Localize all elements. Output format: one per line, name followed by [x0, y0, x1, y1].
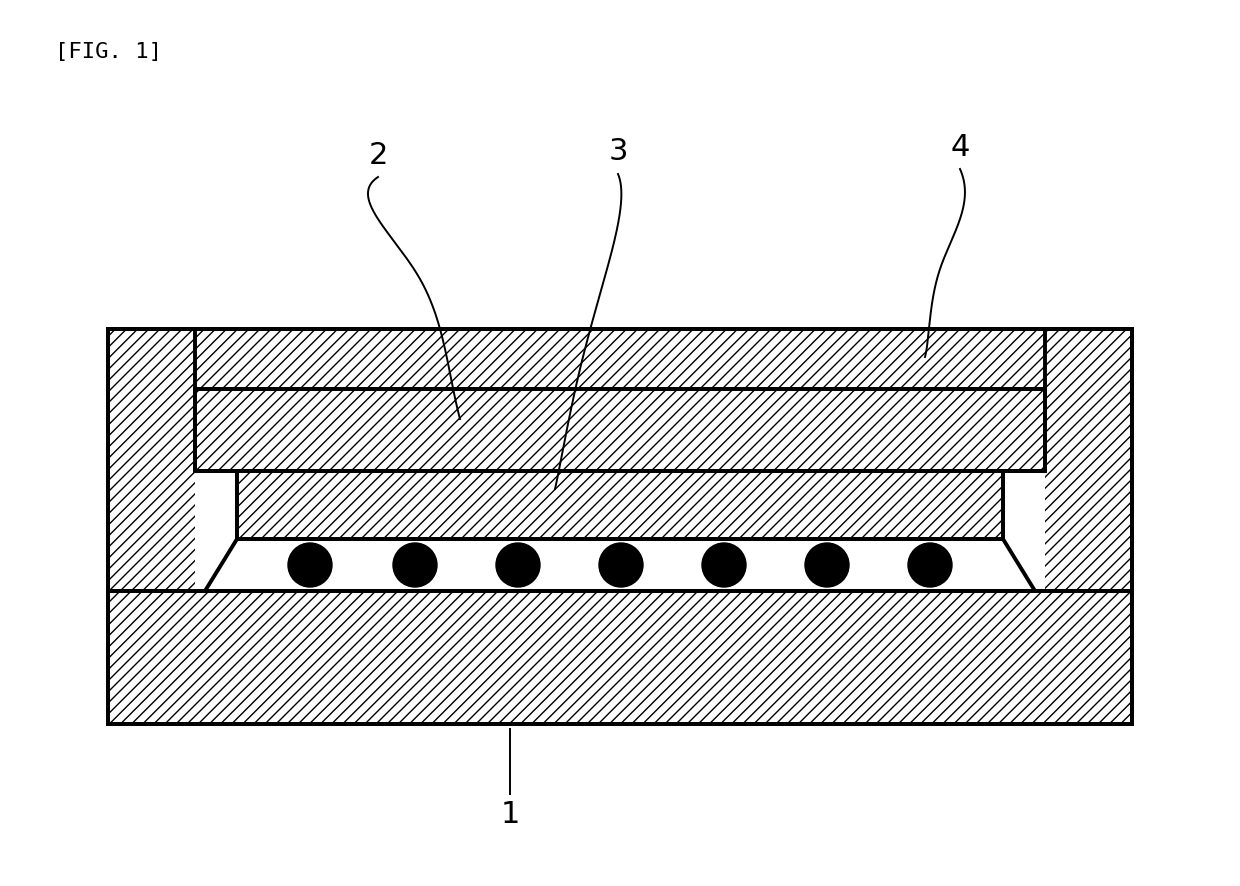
Bar: [108, 330, 1132, 591]
Text: 3: 3: [609, 137, 627, 167]
Bar: [108, 591, 1132, 724]
Circle shape: [908, 543, 952, 587]
Circle shape: [805, 543, 849, 587]
Bar: [237, 471, 1003, 540]
Text: [FIG. 1]: [FIG. 1]: [55, 42, 162, 62]
Circle shape: [393, 543, 436, 587]
Text: 1: 1: [500, 799, 520, 828]
Circle shape: [288, 543, 332, 587]
Circle shape: [702, 543, 746, 587]
Polygon shape: [205, 540, 1035, 591]
Bar: [195, 390, 1045, 471]
Bar: [195, 390, 1045, 589]
Bar: [239, 540, 1001, 590]
Circle shape: [599, 543, 644, 587]
Circle shape: [496, 543, 539, 587]
Text: 2: 2: [368, 140, 388, 169]
Text: 4: 4: [950, 134, 970, 162]
